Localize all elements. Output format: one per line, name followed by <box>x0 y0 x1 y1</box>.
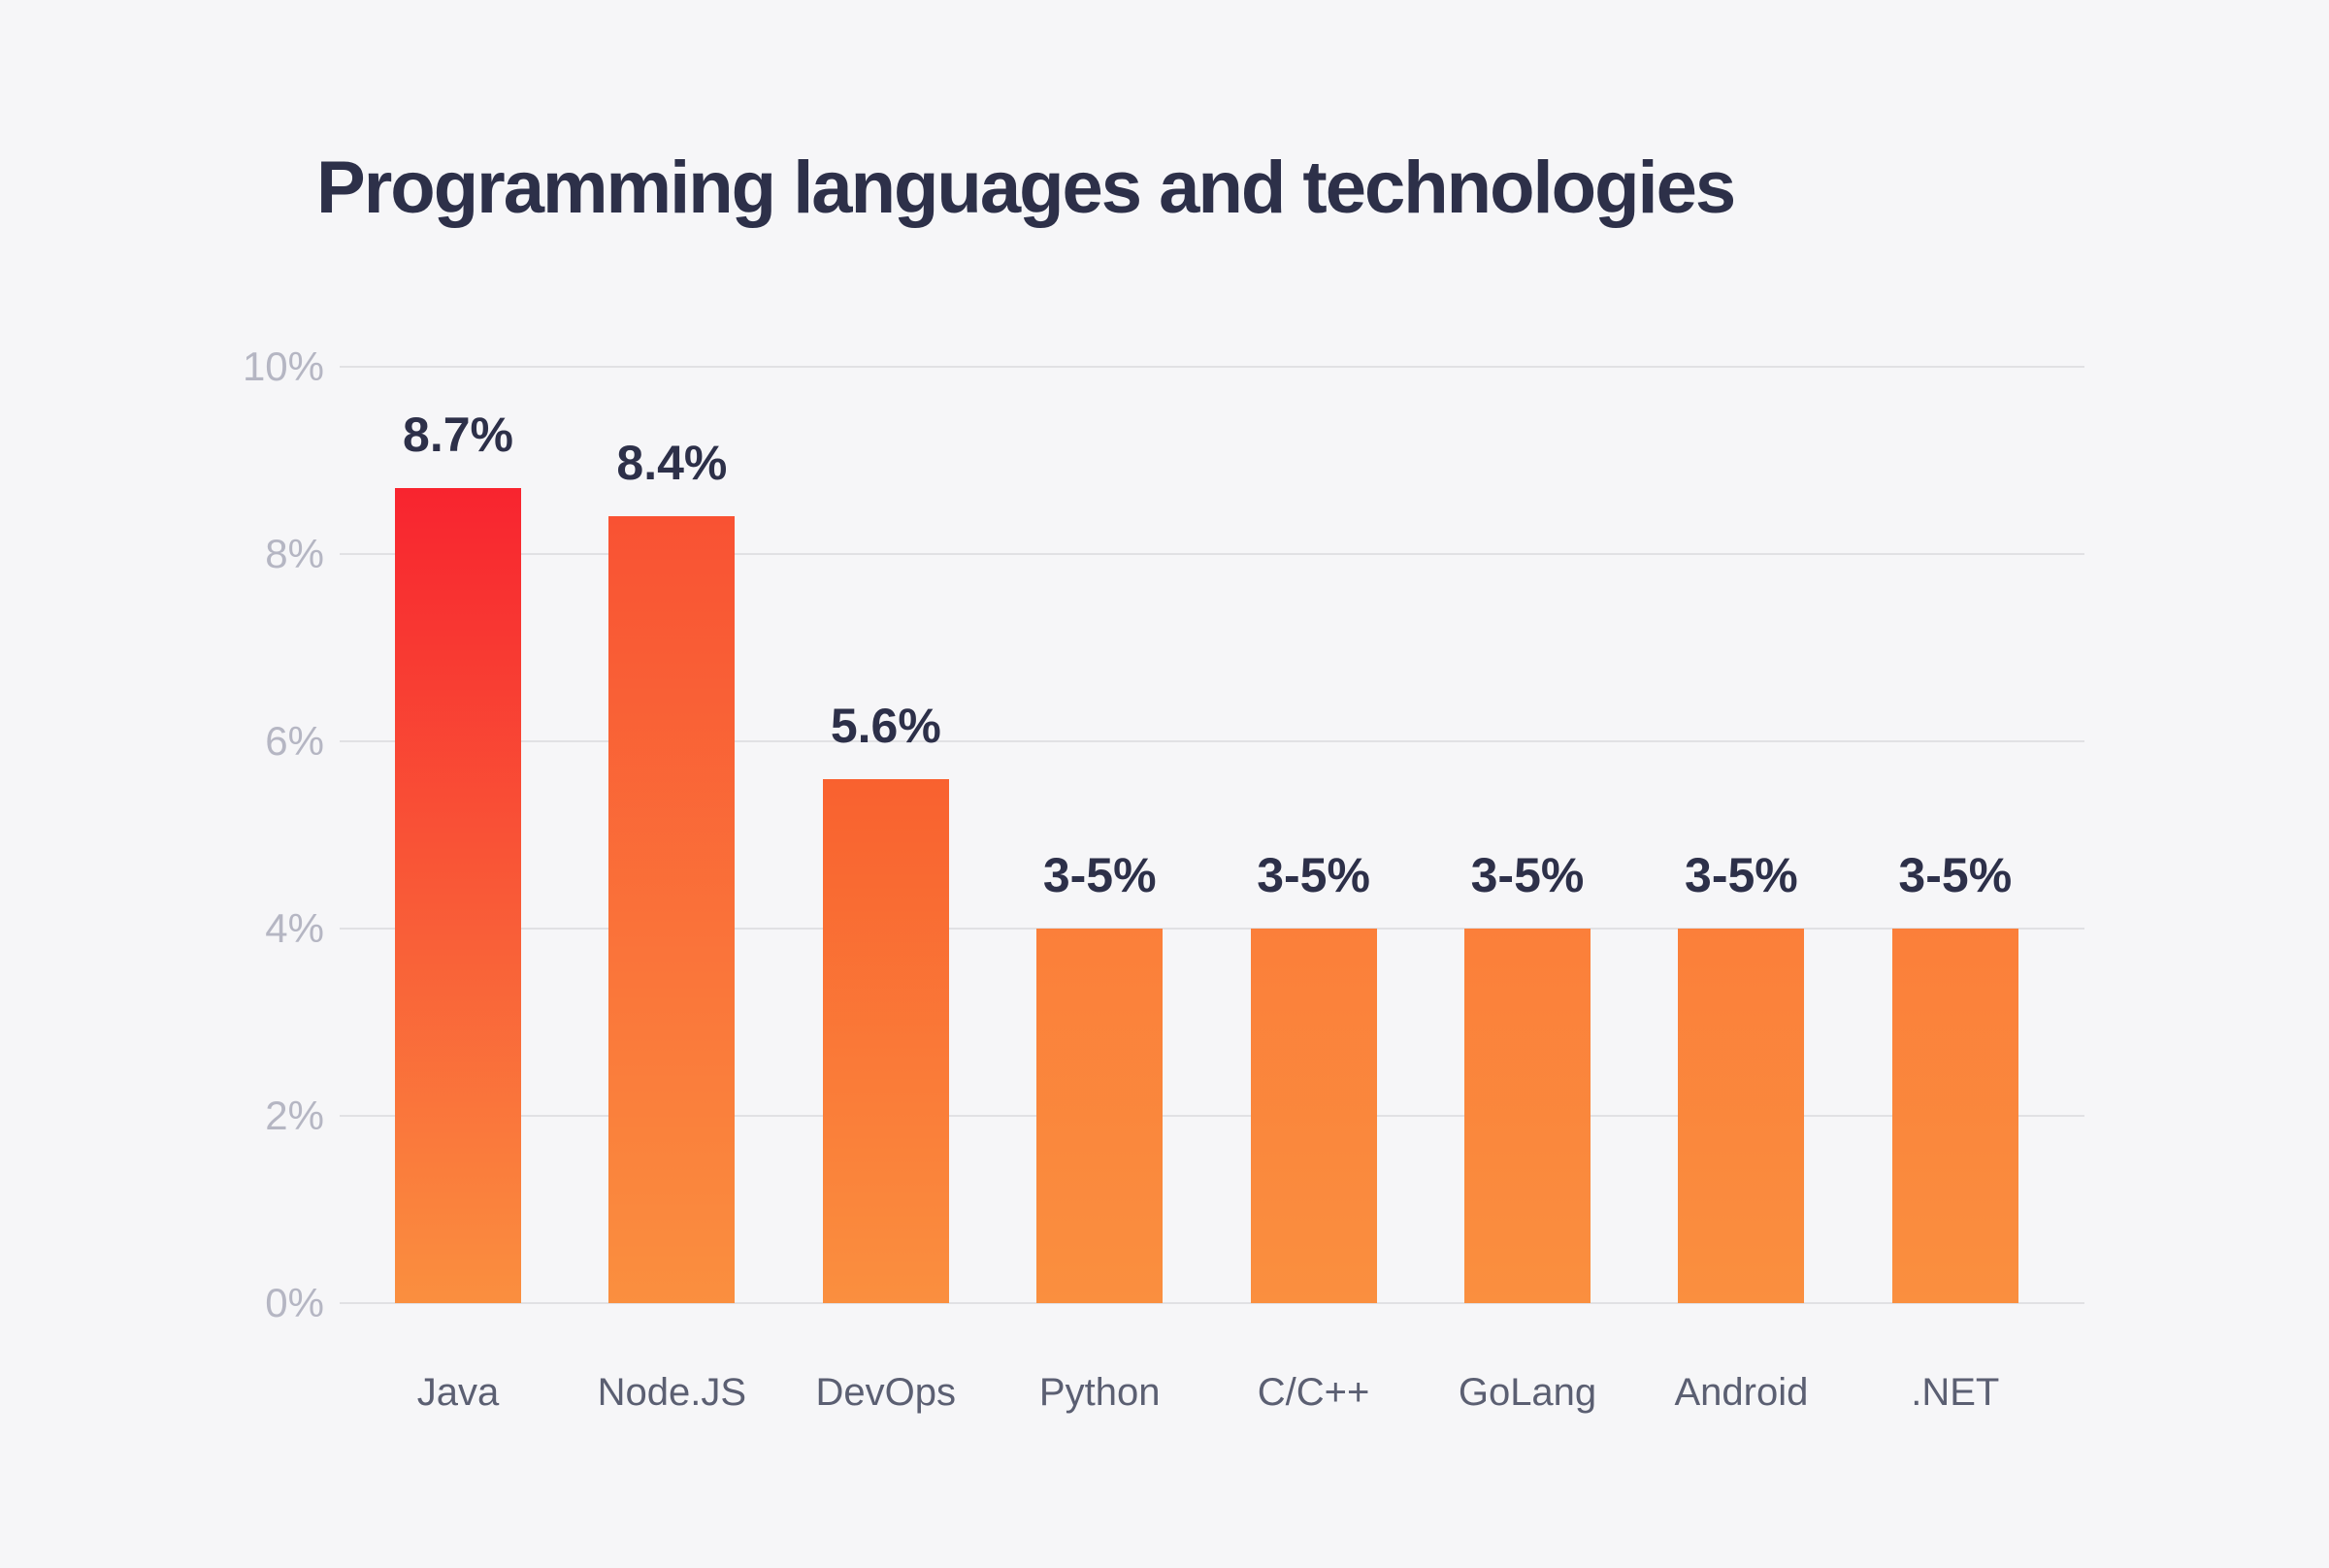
gridline-2 <box>340 1115 2084 1117</box>
bar-node-js <box>608 516 736 1303</box>
bar-category-label-node-js: Node.JS <box>597 1371 747 1414</box>
bar-value-label-golang: 3-5% <box>1470 848 1585 902</box>
gridline-8 <box>340 553 2084 555</box>
chart-title: Programming languages and technologies <box>316 147 1736 229</box>
bar-devops <box>822 778 949 1303</box>
bar-java <box>395 488 521 1303</box>
ytick-label-10: 10% <box>242 343 324 389</box>
gridline-10 <box>340 366 2084 368</box>
ytick-label-8: 8% <box>265 531 324 576</box>
ytick-label-2: 2% <box>265 1093 324 1138</box>
gridline-6 <box>340 740 2084 742</box>
bar-value-label-java: 8.7% <box>403 408 513 463</box>
bar-c-c <box>1250 929 1377 1303</box>
bar-category-label-devops: DevOps <box>815 1371 957 1414</box>
bar-category-label-golang: GoLang <box>1458 1371 1597 1414</box>
gridline-4 <box>340 928 2084 930</box>
bar-value-label-net: 3-5% <box>1898 848 2013 902</box>
bar-value-label-python: 3-5% <box>1042 848 1157 902</box>
bar-python <box>1036 929 1164 1303</box>
ytick-label-4: 4% <box>265 905 324 951</box>
bar-value-label-android: 3-5% <box>1685 848 1798 902</box>
bar-category-label-c-c: C/C++ <box>1257 1371 1370 1414</box>
ytick-label-6: 6% <box>265 718 324 764</box>
gridline-0 <box>340 1302 2084 1304</box>
bar-net <box>1891 929 2018 1303</box>
bar-category-label-python: Python <box>1038 1371 1161 1414</box>
bar-category-label-android: Android <box>1674 1371 1809 1414</box>
bar-android <box>1678 929 1805 1303</box>
bar-category-label-net: .NET <box>1911 1371 2000 1414</box>
ytick-label-0: 0% <box>265 1280 324 1325</box>
bar-value-label-node-js: 8.4% <box>616 436 728 491</box>
bar-category-label-java: Java <box>416 1371 500 1414</box>
bar-value-label-devops: 5.6% <box>830 698 941 753</box>
bar-value-label-c-c: 3-5% <box>1257 848 1370 902</box>
bar-golang <box>1464 929 1591 1303</box>
